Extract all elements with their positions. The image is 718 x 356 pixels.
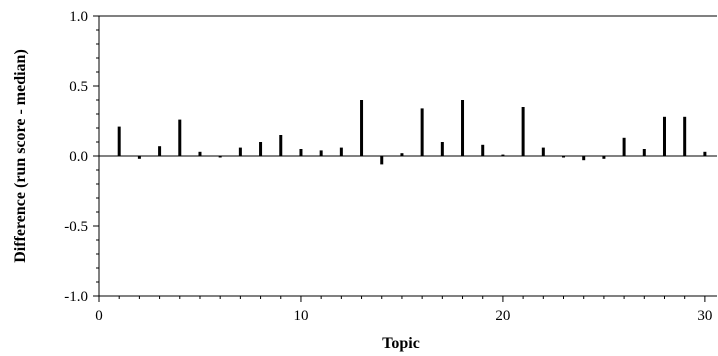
bar: [642, 149, 646, 156]
bar: [299, 149, 303, 156]
bar: [562, 156, 566, 158]
bar: [198, 151, 202, 156]
axes: 1.0 0.5 0.0 -0.5 -1.0 0 10 20 30: [64, 9, 717, 324]
bar: [279, 135, 283, 156]
x-tick-label: 30: [697, 308, 712, 324]
bar: [541, 147, 545, 156]
y-tick-label: 0.5: [69, 79, 88, 95]
bar: [178, 119, 182, 156]
bar: [582, 156, 586, 161]
axis-labels: Topic Difference (run score - median): [12, 49, 420, 352]
y-tick-label: 0.0: [69, 149, 88, 165]
bar: [137, 156, 141, 159]
x-tick-label: 0: [95, 308, 103, 324]
bar: [703, 151, 707, 156]
bar: [319, 150, 323, 156]
bar: [683, 116, 687, 156]
bar: [238, 147, 242, 156]
x-tick-label: 20: [495, 308, 510, 324]
bar: [117, 126, 121, 156]
bar: [481, 144, 485, 156]
bar: [400, 153, 404, 156]
x-axis-title: Topic: [382, 335, 420, 352]
bar: [259, 142, 263, 156]
bar: [440, 142, 444, 156]
bar: [461, 100, 465, 156]
y-tick-label: -1.0: [64, 289, 88, 305]
bar: [420, 108, 424, 156]
bar: [521, 107, 525, 156]
bar: [158, 146, 162, 156]
bar: [380, 156, 384, 165]
bar: [662, 116, 666, 156]
bar: [218, 156, 222, 158]
bar: [622, 137, 626, 156]
bar: [501, 154, 505, 157]
x-tick-label: 10: [293, 308, 308, 324]
bar: [339, 147, 343, 156]
bar: [360, 100, 364, 156]
bar: [602, 156, 606, 159]
bars: [117, 100, 707, 165]
y-axis-title: Difference (run score - median): [12, 49, 29, 263]
y-tick-label: -0.5: [64, 219, 88, 235]
y-tick-label: 1.0: [69, 9, 88, 25]
